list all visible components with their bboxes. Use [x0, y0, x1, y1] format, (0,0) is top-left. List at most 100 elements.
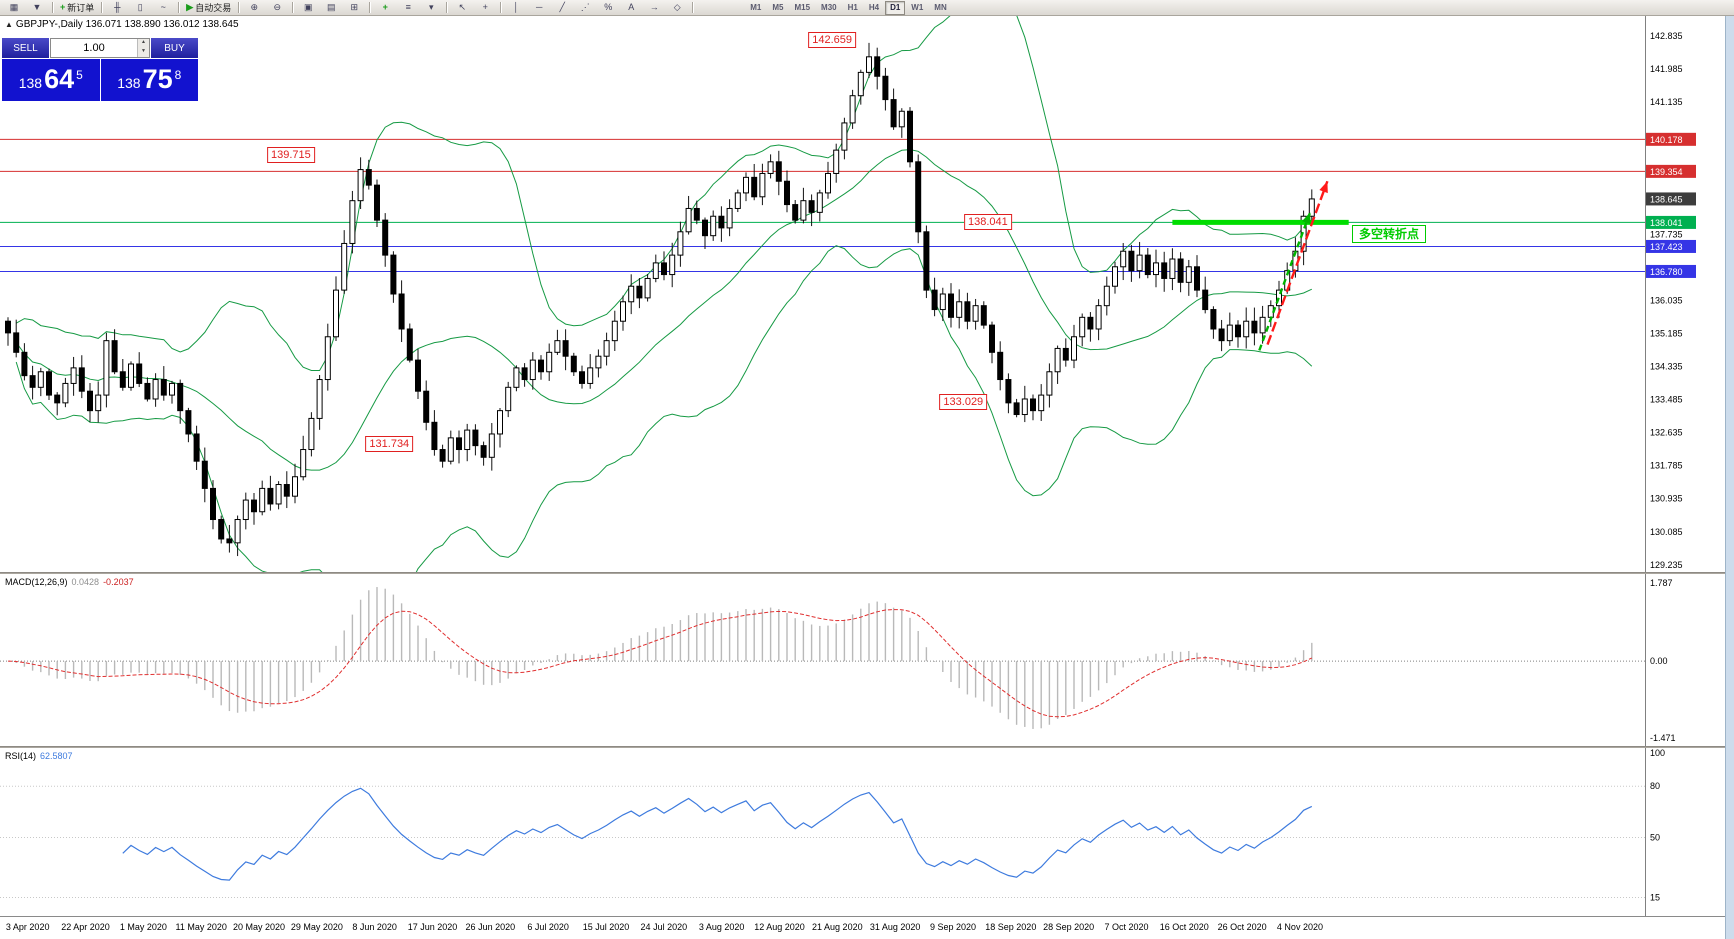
fibonacci-icon[interactable]: %	[597, 0, 619, 15]
candle-bull	[1021, 398, 1028, 416]
arrange-windows-icon[interactable]: ⊞	[343, 0, 365, 15]
profiles-icon[interactable]: ▼	[26, 0, 48, 15]
trendline-icon[interactable]: ╱	[551, 0, 573, 15]
new-chart-icon[interactable]: ▦	[3, 0, 25, 15]
text-label-icon[interactable]: A	[620, 0, 642, 15]
candle-bear	[398, 293, 405, 330]
timeframe-m30[interactable]: M30	[821, 3, 837, 12]
price-tag-138.041: 138.041	[1646, 215, 1696, 229]
timeframe-h1[interactable]: H1	[847, 3, 858, 12]
line-chart-icon[interactable]: ~	[152, 0, 174, 15]
symbol-info: ▲ GBPJPY-,Daily 136.071 138.890 136.012 1…	[5, 19, 239, 30]
date-label: 4 Nov 2020	[1276, 922, 1323, 932]
candle-bull	[685, 207, 692, 233]
toolbar-separator	[238, 2, 240, 13]
zoom-out-icon[interactable]: ⊖	[266, 0, 288, 15]
new-order-button[interactable]: + 新订单	[57, 0, 97, 15]
tile-windows-icon[interactable]: ▣	[297, 0, 319, 15]
turning-point-label[interactable]: 多空转折点	[1352, 225, 1427, 244]
templates-dropdown-icon[interactable]: ▾	[420, 0, 442, 15]
timeframe-w1[interactable]: W1	[911, 3, 924, 12]
svg-text:137.423: 137.423	[1650, 242, 1683, 252]
candle-bear	[210, 487, 216, 521]
price-chart[interactable]: 140.178 139.354 138.041 137.423 136.780 138.6…	[0, 16, 1734, 572]
buy-price-box[interactable]: 138 75 8	[100, 59, 198, 101]
buy-price-big: 138	[117, 75, 141, 91]
symbol-ohlc-text: GBPJPY-,Daily 136.071 138.890 136.012 13…	[15, 19, 239, 30]
price-tag-137.423: 137.423	[1646, 239, 1696, 253]
candle-bear	[226, 538, 233, 544]
vertical-line-icon[interactable]: │	[505, 0, 527, 15]
price-annotation[interactable]: 139.715	[267, 146, 315, 163]
candle-bear	[21, 351, 28, 377]
candle-bull	[259, 487, 266, 513]
trend-arrow-line[interactable]	[1258, 211, 1312, 351]
trend-arrow-line[interactable]	[1266, 180, 1329, 345]
candle-bull	[587, 367, 594, 384]
date-label: 20 May 2020	[232, 922, 286, 932]
candles	[5, 42, 1315, 557]
date-axis[interactable]: 3 Apr 2020 22 Apr 2020 1 May 2020 11 May 20…	[0, 916, 1734, 939]
timeframe-m5[interactable]: M5	[772, 3, 784, 12]
channel-icon[interactable]: ⋰	[574, 0, 596, 15]
timeframe-m15[interactable]: M15	[794, 3, 811, 12]
cascade-windows-icon[interactable]: ▤	[320, 0, 342, 15]
candle-bull	[95, 394, 102, 412]
macd-signal-value: -0.2037	[103, 577, 134, 587]
price-annotation[interactable]: 131.734	[365, 435, 414, 452]
buy-button[interactable]: BUY	[151, 38, 198, 58]
timeframe-m1[interactable]: M1	[750, 3, 762, 12]
timeframe-h4[interactable]: H4	[868, 3, 880, 12]
candle-bull	[554, 340, 561, 353]
candle-bear	[931, 289, 938, 311]
trend-arrow-head	[1302, 212, 1311, 225]
indicator-list-icon[interactable]: ≡	[397, 0, 419, 15]
candle-bear	[201, 460, 208, 489]
candle-bull	[857, 71, 864, 97]
rsi-scale-label: 15	[1650, 892, 1660, 902]
vertical-scrollbar[interactable]	[1725, 16, 1734, 939]
sell-price-pips: 64	[44, 64, 75, 94]
candle-bear	[751, 176, 758, 198]
price-tick-label: 135.185	[1650, 328, 1683, 338]
candlestick-chart-icon[interactable]: ▯	[129, 0, 151, 15]
macd-chart[interactable]: 1.787 0.00 -1.471	[0, 574, 1734, 746]
timeframe-d1[interactable]: D1	[885, 0, 906, 15]
candle-bull	[939, 293, 946, 311]
arrow-object-icon[interactable]: →	[643, 0, 665, 15]
price-annotation[interactable]: 133.029	[939, 394, 988, 411]
candle-bull	[759, 172, 766, 198]
volume-up-button[interactable]: ▲	[138, 39, 149, 48]
crosshair-icon[interactable]: +	[474, 0, 496, 15]
candle-bear	[267, 487, 274, 505]
candle-bull	[333, 289, 339, 338]
price-annotation[interactable]: 138.041	[964, 214, 1012, 231]
panel-separator[interactable]	[0, 572, 1734, 574]
rsi-chart[interactable]: 100 80 50 15	[0, 748, 1734, 916]
timeframe-mn[interactable]: MN	[934, 3, 947, 12]
shapes-icon[interactable]: ◇	[666, 0, 688, 15]
bar-chart-icon[interactable]: ╫	[106, 0, 128, 15]
toolbar-separator	[369, 2, 371, 13]
candle-bull	[595, 355, 602, 369]
candle-bull	[1136, 254, 1143, 272]
volume-down-button[interactable]: ▼	[138, 48, 149, 57]
price-annotation[interactable]: 142.659	[808, 32, 856, 49]
date-label: 1 May 2020	[119, 922, 167, 932]
panel-separator[interactable]	[0, 746, 1734, 748]
autotrading-button[interactable]: ▶ 自动交易	[183, 0, 234, 15]
candle-bear	[808, 200, 815, 213]
candle-bull	[447, 437, 454, 462]
sell-button[interactable]: SELL	[2, 38, 49, 58]
candle-bear	[907, 110, 913, 163]
zoom-in-icon[interactable]: ⊕	[243, 0, 265, 15]
candle-bull	[1103, 285, 1110, 307]
add-indicator-icon[interactable]: +	[374, 0, 396, 15]
cursor-icon[interactable]: ↖	[451, 0, 473, 15]
volume-stepper[interactable]: 1.00 ▲ ▼	[50, 38, 150, 58]
sell-price-box[interactable]: 138 64 5	[2, 59, 100, 101]
candle-bull	[1185, 266, 1192, 283]
horizontal-line-icon[interactable]: ─	[528, 0, 550, 15]
one-click-collapse-icon[interactable]: ▲	[5, 20, 13, 29]
volume-value[interactable]: 1.00	[83, 42, 105, 54]
